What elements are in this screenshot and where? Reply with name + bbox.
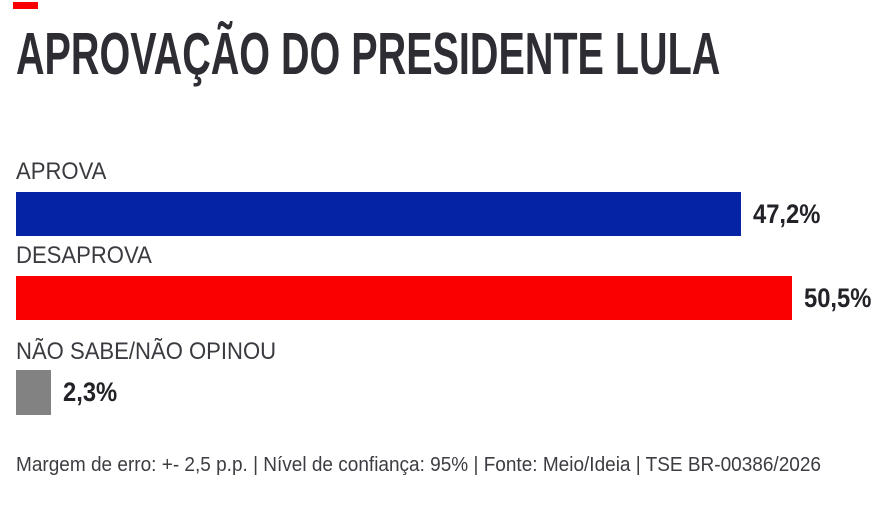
top-left-red-mark — [13, 2, 38, 9]
bar-value-nao-sabe: 2,3% — [63, 377, 118, 407]
bar-nao-sabe — [16, 370, 51, 415]
bar-category-label-aprova: APROVA — [16, 158, 107, 185]
bar-category-label-nao-sabe: NÃO SABE/NÃO OPINOU — [16, 338, 277, 365]
bar-desaprova — [16, 276, 792, 320]
bar-row-nao-sabe: 2,3% — [16, 370, 125, 415]
chart-title: APROVAÇÃO DO PRESIDENTE LULA — [16, 21, 721, 87]
bar-row-aprova: 47,2% — [16, 192, 830, 236]
bar-category-label-desaprova: DESAPROVA — [16, 242, 152, 269]
bar-aprova — [16, 192, 741, 236]
bar-row-desaprova: 50,5% — [16, 276, 881, 320]
bar-value-aprova: 47,2% — [753, 198, 821, 229]
bar-value-desaprova: 50,5% — [804, 282, 872, 313]
chart-footnote: Margem de erro: +- 2,5 p.p. | Nível de c… — [16, 454, 821, 476]
